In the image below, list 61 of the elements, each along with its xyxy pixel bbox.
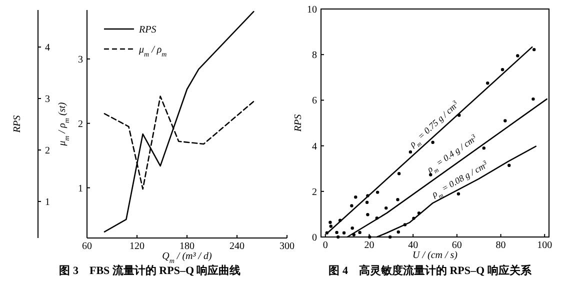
y-tick-label: 2 bbox=[312, 186, 317, 198]
y-tick-label: 8 bbox=[312, 50, 317, 62]
point bbox=[486, 82, 490, 85]
point bbox=[365, 200, 369, 204]
text: 图 4 高灵敏度流量计的 RPS–Q 响应关系 bbox=[328, 264, 532, 277]
y-tick-label: 4 bbox=[45, 42, 50, 54]
x-tick-label: 300 bbox=[280, 241, 294, 252]
y-tick-label: 4 bbox=[312, 141, 317, 152]
y-axis-title: RPS bbox=[12, 115, 23, 134]
point bbox=[342, 231, 346, 234]
point bbox=[336, 235, 340, 239]
point bbox=[388, 235, 392, 239]
point bbox=[456, 192, 460, 196]
x-tick-label: 180 bbox=[180, 241, 194, 252]
point bbox=[532, 48, 536, 52]
point bbox=[431, 140, 434, 144]
legend-label: μ$_{m}$ / ρ$_{m}$ bbox=[138, 44, 167, 58]
y-tick-label: 1 bbox=[45, 196, 50, 208]
point bbox=[358, 230, 362, 234]
point bbox=[376, 190, 380, 194]
y-tick-label: 6 bbox=[312, 96, 317, 107]
x-tick-label: 20 bbox=[364, 240, 374, 251]
x-tick-label: 100 bbox=[537, 240, 552, 251]
point bbox=[354, 196, 358, 199]
y2-tick-label: 3 bbox=[78, 54, 83, 66]
x-tick-label: 0 bbox=[322, 240, 328, 251]
point bbox=[329, 224, 332, 228]
x-tick-label: 80 bbox=[496, 240, 506, 251]
legend-label: RPS bbox=[138, 24, 156, 36]
point bbox=[508, 164, 511, 168]
y2-tick-label: 2 bbox=[78, 118, 83, 130]
point bbox=[397, 172, 401, 176]
point bbox=[516, 54, 520, 58]
point bbox=[335, 230, 338, 234]
y-tick-label: 3 bbox=[45, 94, 50, 106]
x-axis-title: U / (cm / s) bbox=[412, 250, 458, 261]
x-tick-label: 120 bbox=[130, 241, 144, 252]
point bbox=[532, 97, 535, 101]
point bbox=[500, 68, 504, 72]
point bbox=[350, 204, 354, 208]
line-series bbox=[104, 10, 254, 232]
y2-tick-label: 1 bbox=[78, 183, 83, 194]
text: 图 3 FBS 流量计的 RPS–Q 响应曲线 bbox=[59, 264, 241, 277]
point bbox=[366, 213, 370, 216]
x-tick-label: 40 bbox=[408, 240, 418, 251]
point bbox=[396, 198, 400, 202]
x-axis-title: Q$_{m}$ / (m³ / d) bbox=[162, 251, 213, 265]
point bbox=[504, 119, 507, 122]
y-tick-label: 0 bbox=[312, 232, 317, 244]
point bbox=[328, 220, 332, 224]
y-tick-label: 10 bbox=[307, 4, 317, 16]
x-tick-label: 60 bbox=[82, 241, 92, 252]
point bbox=[384, 206, 388, 210]
x-tick-label: 240 bbox=[230, 241, 244, 252]
point bbox=[350, 226, 354, 230]
point bbox=[408, 150, 412, 154]
x-tick-label: 60 bbox=[452, 240, 462, 251]
point bbox=[482, 146, 486, 150]
y-axis-title: RPS bbox=[293, 114, 304, 133]
y-tick-label: 2 bbox=[45, 145, 50, 156]
point bbox=[396, 230, 400, 234]
